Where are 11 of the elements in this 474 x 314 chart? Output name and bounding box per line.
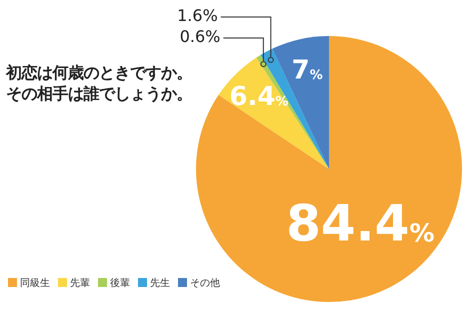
data-label: 0.6% [180,27,220,46]
data-label: 7% [292,55,323,86]
data-label: 84.4% [286,194,435,253]
legend-label: 同級生 [19,276,50,290]
legend-label: 後輩 [109,277,130,290]
legend-label: 先輩 [69,276,90,290]
text: 初恋は何歳のときですか。その相手は誰でしょうか。 [6,62,192,104]
legend-label: 先生 [149,276,170,290]
legend-label: その他 [189,277,220,290]
data-label: 6.4% [229,82,288,112]
data-label: 1.6% [177,6,218,26]
